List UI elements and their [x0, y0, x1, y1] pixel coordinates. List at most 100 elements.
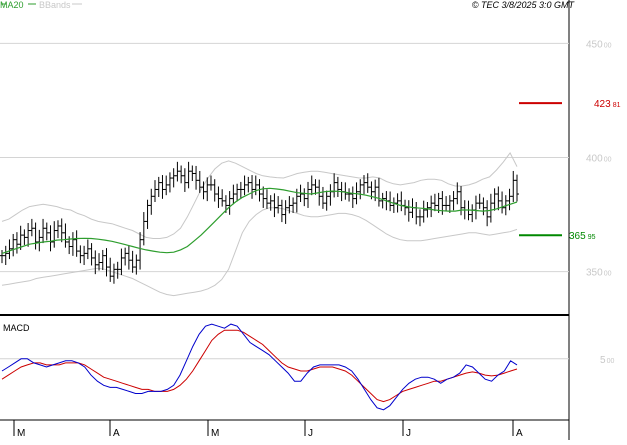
price-bar: [82, 245, 87, 266]
price-bar: [156, 176, 161, 197]
price-bar: [507, 188, 512, 211]
macd-signal-line: [1, 329, 518, 403]
price-bar: [279, 199, 284, 223]
price-bar: [417, 209, 422, 227]
price-bar: [395, 193, 400, 213]
price-bar: [145, 199, 150, 229]
price-bar: [227, 191, 232, 215]
price-bar: [481, 197, 486, 216]
price-bar: [197, 170, 202, 193]
price-bar: [14, 232, 19, 254]
price-bar: [250, 175, 255, 199]
price-bar: [455, 182, 460, 205]
price-bar: [447, 195, 452, 213]
y-tick-integer: 450: [586, 39, 603, 50]
price-bar: [283, 200, 288, 224]
price-bar: [37, 229, 42, 252]
price-bar: [272, 193, 277, 218]
price-level-decimals: 81: [613, 102, 621, 109]
price-bar: [216, 186, 221, 208]
price-bar: [201, 181, 206, 200]
macd-y-tick-label: 500: [600, 355, 614, 366]
x-tick-label: M: [17, 428, 25, 439]
price-bar: [276, 196, 281, 214]
price-bar: [358, 179, 363, 200]
price-bar: [425, 202, 430, 218]
price-bar: [141, 212, 146, 246]
price-bar: [313, 179, 318, 195]
macd-title: MACD: [3, 323, 30, 333]
y-tick-integer: 350: [586, 268, 603, 279]
price-bar: [126, 245, 131, 270]
price-bar: [220, 189, 225, 207]
price-bar: [18, 225, 23, 250]
price-bar: [264, 189, 269, 209]
price-bar: [22, 229, 27, 245]
y-tick-integer: 400: [586, 154, 603, 165]
price-bar: [63, 223, 68, 248]
price-bar: [335, 176, 340, 197]
price-bar: [343, 182, 348, 200]
y-tick-integer: 5: [600, 355, 606, 366]
price-bar: [212, 179, 217, 202]
price-bar: [115, 261, 120, 279]
x-tick-label: J: [308, 428, 313, 439]
price-bar: [406, 200, 411, 222]
price-bar: [309, 175, 314, 196]
price-bar: [138, 232, 143, 270]
price-bar: [26, 223, 31, 247]
price-bar: [511, 170, 516, 203]
macd-line: [1, 323, 518, 411]
price-bar: [421, 200, 426, 223]
price-bar: [332, 173, 337, 198]
price-bar: [238, 181, 243, 199]
price-bar: [485, 200, 490, 227]
bbands-lower-line: [1, 207, 518, 297]
price-level-label: 365 95: [569, 231, 596, 242]
price-y-tick-label: 35000: [586, 268, 612, 279]
price-bar: [182, 168, 187, 192]
price-bar: [268, 195, 273, 211]
price-bar: [436, 192, 441, 213]
price-bar: [350, 186, 355, 208]
price-bar: [167, 172, 172, 193]
price-bar: [3, 245, 8, 266]
price-bars-layer: [0, 161, 519, 284]
price-bar: [492, 188, 497, 211]
bbands-upper-line: [1, 151, 518, 239]
bbands-legend-label: BBands: [39, 0, 71, 10]
price-bar: [11, 233, 16, 257]
price-levels-layer: 423 81 365 95: [519, 99, 621, 242]
price-bar: [70, 232, 75, 256]
ma20-line: [1, 187, 518, 254]
price-bar: [52, 221, 57, 248]
price-bar: [320, 186, 325, 209]
price-bar: [246, 176, 251, 193]
price-bar: [291, 197, 296, 213]
price-bar: [231, 184, 236, 205]
price-bar: [0, 249, 4, 264]
price-level-decimals: 95: [588, 234, 596, 241]
price-bar: [164, 175, 169, 196]
price-bar: [153, 180, 158, 203]
price-bar: [108, 257, 113, 282]
price-bar: [306, 181, 311, 208]
price-bar: [515, 174, 519, 202]
price-bar: [29, 218, 34, 237]
x-tick-label: M: [211, 428, 219, 439]
price-bar: [130, 250, 135, 273]
price-bar: [33, 222, 38, 250]
price-bar: [175, 161, 180, 182]
price-bar: [235, 183, 240, 202]
price-bar: [261, 186, 266, 208]
ma-layer: [1, 187, 518, 254]
price-bar: [477, 193, 482, 209]
price-bar: [97, 253, 102, 271]
price-bar: [7, 239, 12, 260]
y-tick-decimals: 00: [604, 157, 612, 164]
price-bar: [41, 218, 46, 244]
price-bar: [324, 190, 329, 211]
